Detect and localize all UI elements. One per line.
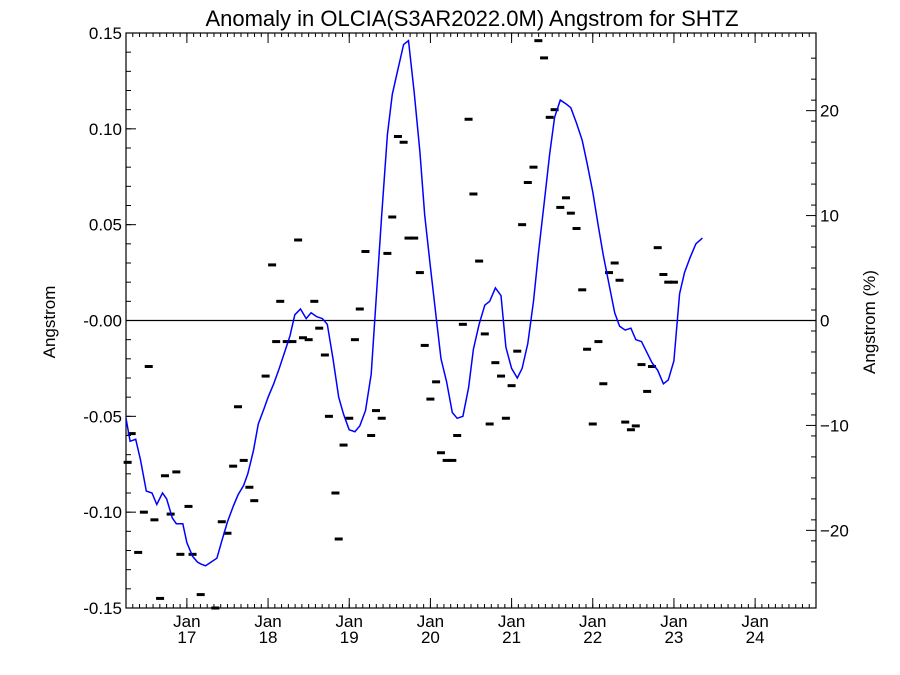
x-tick-month-label: Jan <box>579 612 606 631</box>
x-tick-year-label: 20 <box>421 628 440 647</box>
x-tick-month-label: Jan <box>336 612 363 631</box>
y-tick-label: 0.15 <box>89 24 122 43</box>
x-tick-year-label: 17 <box>177 628 196 647</box>
chart-title: Anomaly in OLCIA(S3AR2022.0M) Angstrom f… <box>205 6 738 31</box>
x-axis-minor-ticks <box>125 33 817 608</box>
y-tick-label: 0.05 <box>89 216 122 235</box>
y2-tick-label: 0 <box>820 312 829 331</box>
x-tick-year-label: 18 <box>259 628 278 647</box>
x-tick-year-label: 23 <box>664 628 683 647</box>
y-axis-title: Angstrom <box>40 286 59 359</box>
x-tick-year-label: 21 <box>502 628 521 647</box>
x-tick-month-label: Jan <box>498 612 525 631</box>
y2-tick-label: 20 <box>820 102 839 121</box>
y-tick-label: 0.10 <box>89 120 122 139</box>
y-tick-label: -0.05 <box>83 407 122 426</box>
x-tick-year-label: 22 <box>583 628 602 647</box>
x-tick-month-label: Jan <box>254 612 281 631</box>
y2-tick-label: 10 <box>820 207 839 226</box>
y2-axis-title: Angstrom (%) <box>860 270 879 374</box>
x-tick-year-label: 19 <box>340 628 359 647</box>
y-tick-label: -0.10 <box>83 503 122 522</box>
left-axis-ticks: 0.15 0.10 0.05 -0.00 -0.05 -0.10 -0.15 <box>83 24 136 618</box>
x-tick-year-label: 24 <box>746 628 765 647</box>
smoothed-anomaly-line <box>125 39 703 567</box>
right-axis-ticks: 20 10 0 −10 −20 <box>806 57 849 584</box>
y-tick-label: -0.15 <box>83 599 122 618</box>
x-tick-month-label: Jan <box>173 612 200 631</box>
x-tick-month-label: Jan <box>660 612 687 631</box>
monthly-anomaly-marks <box>123 39 678 610</box>
x-tick-month-label: Jan <box>417 612 444 631</box>
y2-tick-label: −20 <box>820 521 849 540</box>
x-tick-month-label: Jan <box>741 612 768 631</box>
y2-tick-label: −10 <box>820 416 849 435</box>
y-tick-label: -0.00 <box>83 312 122 331</box>
